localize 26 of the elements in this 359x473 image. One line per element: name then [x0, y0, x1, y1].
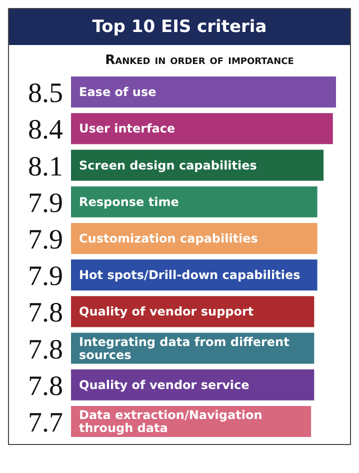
data-label: 7.9 — [28, 188, 63, 219]
data-label: 8.4 — [28, 114, 63, 146]
y-tick-label: Data extraction/Navigation through data — [79, 408, 262, 435]
chart-title: Top 10 EIS criteria — [9, 9, 350, 45]
y-tick-label: Ease of use — [79, 85, 156, 100]
y-tick-label: Integrating data from different sources — [79, 334, 290, 362]
y-tick-label: Quality of vendor support — [79, 304, 254, 319]
data-label: 7.9 — [28, 261, 63, 292]
y-tick-label: Screen design capabilities — [79, 158, 257, 172]
bar — [71, 76, 336, 108]
data-label: 7.8 — [28, 370, 63, 402]
data-label: 7.7 — [28, 407, 63, 438]
y-tick-label: User interface — [79, 122, 176, 136]
y-tick-label: Quality of vendor service — [79, 378, 250, 392]
data-label: 7.8 — [28, 334, 63, 366]
data-label: 8.5 — [28, 78, 63, 110]
bar — [71, 113, 333, 144]
y-tick-label: Customization capabilities — [79, 231, 258, 246]
y-tick-label: Response time — [79, 194, 179, 209]
data-label: 7.9 — [28, 224, 63, 256]
bar — [71, 369, 314, 400]
data-label: 8.1 — [28, 151, 63, 182]
chart-subtitle: Ranked in order of importance — [104, 52, 295, 70]
bar — [71, 186, 318, 218]
y-tick-label: Hot spots/Drill-down capabilities — [79, 268, 300, 282]
data-label: 7.8 — [28, 298, 63, 329]
